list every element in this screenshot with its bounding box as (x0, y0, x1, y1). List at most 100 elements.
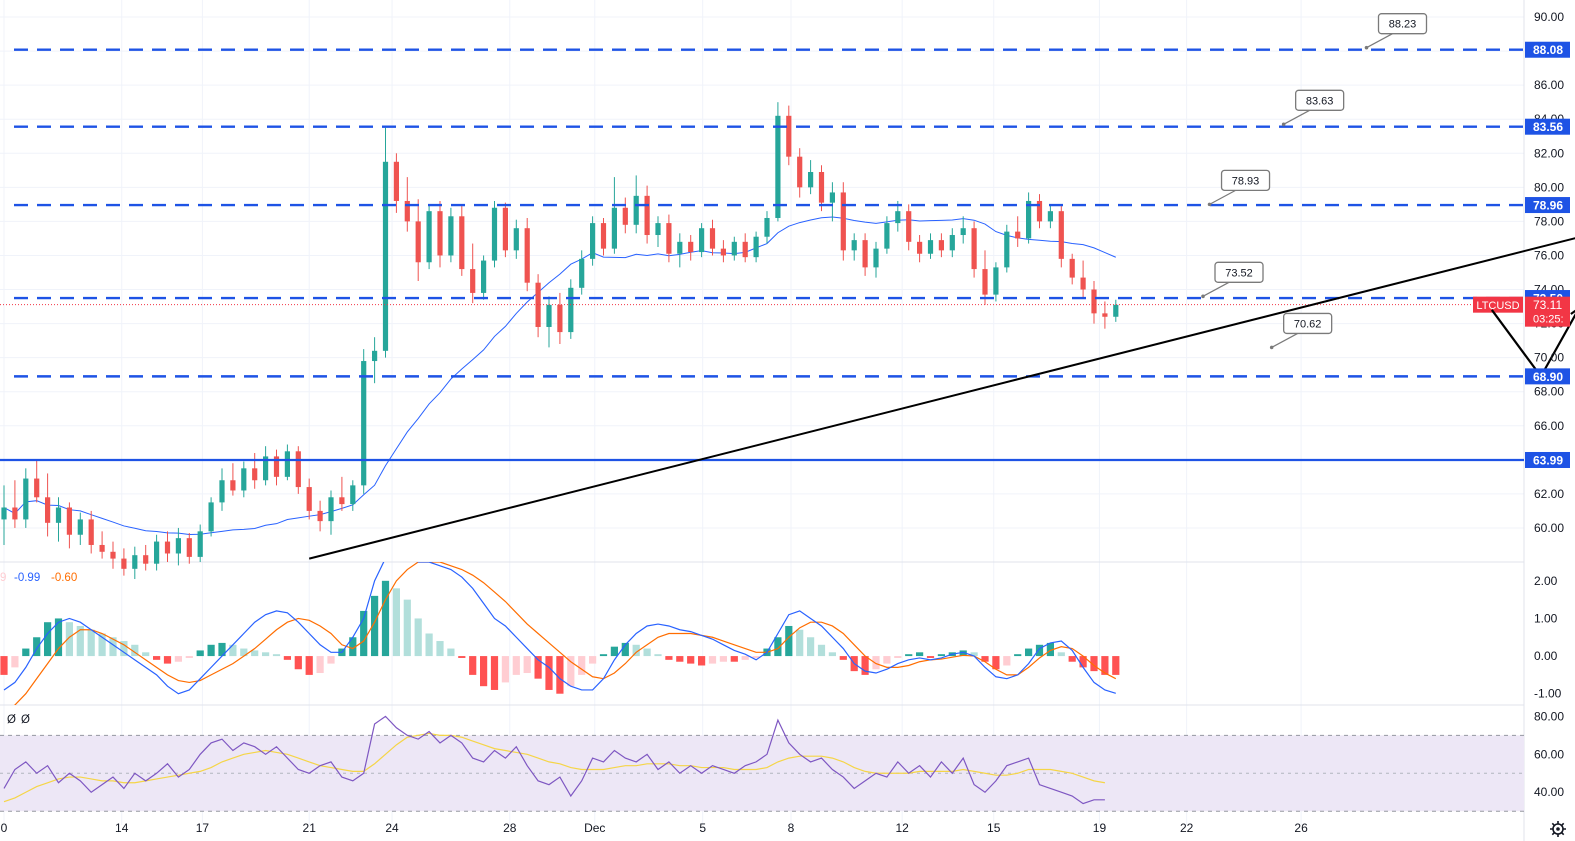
time-axis[interactable]: 0 14 17 21 24 28 Dec 5 8 12 15 19 22 26 (1, 821, 1308, 835)
macd-histogram-bar (185, 656, 193, 658)
candle-body (154, 541, 160, 564)
macd-tick-label: 1.00 (1534, 611, 1558, 625)
candle (197, 524, 203, 562)
candle-body (590, 223, 596, 259)
time-tick-label: 22 (1180, 821, 1194, 835)
candle-body (524, 228, 530, 283)
candle-body (938, 240, 944, 251)
price-callout-box (1220, 169, 1271, 192)
level-price-tag: 78.96 (1525, 197, 1570, 214)
macd-histogram-bar (817, 644, 826, 657)
candle-body (579, 258, 585, 288)
candle (1113, 299, 1119, 322)
symbol-tag-label: LTCUSD (1476, 300, 1519, 312)
candle-body (208, 502, 214, 532)
candle (938, 233, 944, 258)
candle-body (12, 507, 18, 520)
macd-histogram-bar (523, 656, 531, 674)
candle-body (393, 161, 399, 201)
macd-histogram-bar (676, 656, 684, 662)
macd-histogram-bar (174, 656, 182, 662)
candle-body (328, 497, 334, 522)
candle-body (1015, 231, 1021, 239)
candle-body (317, 510, 323, 522)
current-price-tag: 73.11 03:25: (1525, 296, 1570, 327)
candle-body (535, 282, 541, 327)
candle (143, 544, 149, 571)
candle-body (55, 507, 62, 523)
candle (840, 182, 846, 261)
macd-histogram-bar (142, 652, 150, 657)
candle (372, 337, 378, 384)
candle (906, 204, 912, 251)
candle-body (742, 241, 748, 258)
candle-body (808, 172, 814, 188)
macd-histogram-bar (632, 644, 640, 657)
candle (55, 497, 62, 542)
candle (502, 202, 508, 258)
macd-histogram-bar (839, 656, 847, 660)
macd-histogram-bar (98, 633, 106, 657)
macd-histogram-bar (905, 654, 913, 657)
price-callout: 83.63 (1281, 89, 1345, 127)
time-tick-label: 19 (1093, 821, 1107, 835)
time-tick-label: 28 (503, 821, 517, 835)
price-axis[interactable]: 90.0088.0086.0084.0082.0080.0078.0076.00… (1525, 10, 1570, 535)
price-callout-dot (1207, 202, 1212, 207)
macd-histogram-bar (512, 656, 520, 675)
candle-body (263, 456, 269, 481)
settings-gear-icon[interactable] (1550, 821, 1566, 837)
candle (1102, 301, 1108, 329)
candle-body (448, 216, 454, 256)
rsi-axis[interactable]: 80.00 60.00 40.00 (1534, 709, 1564, 799)
candle (121, 548, 127, 576)
candle (731, 236, 737, 261)
candle-body (884, 223, 890, 249)
price-callout: 78.93 (1207, 169, 1271, 207)
macd-histogram-bar (22, 648, 30, 657)
time-tick-label: 24 (385, 821, 399, 835)
price-callout-box (1295, 89, 1345, 111)
macd-histogram-bar (1079, 656, 1087, 668)
candle-body (1102, 313, 1108, 317)
macd-legend-value-2: -0.60 (51, 572, 77, 584)
rsi-pane[interactable] (0, 715, 1524, 812)
macd-histogram-bar (480, 656, 488, 687)
macd-axis[interactable]: 2.00 1.00 0.00 -1.00 (1534, 574, 1562, 701)
candle (1069, 253, 1075, 285)
macd-pane[interactable] (0, 543, 1120, 712)
candle (23, 468, 29, 528)
price-tick-label: 82.00 (1534, 146, 1564, 160)
level-price-tag-label: 88.08 (1533, 43, 1563, 57)
candle-body (1, 507, 7, 520)
macd-histogram-bar (665, 656, 673, 660)
candle-body (88, 519, 94, 545)
candle (328, 490, 334, 535)
candle-body (502, 207, 508, 251)
candle-body (372, 350, 378, 362)
price-callout-label: 88.23 (1389, 19, 1417, 31)
candle-body (470, 269, 476, 293)
candle-body (77, 519, 83, 535)
macd-histogram-bar (294, 656, 302, 670)
macd-histogram-bar (1112, 656, 1120, 675)
price-callout: 70.62 (1269, 312, 1333, 350)
candle-body (491, 207, 498, 261)
candle-body (666, 223, 672, 254)
candle-body (164, 541, 171, 554)
candle-body (273, 456, 280, 477)
candle (437, 200, 443, 268)
candle (1091, 281, 1097, 324)
rsi-legend: Ø Ø (7, 714, 30, 726)
solid-level-price-tag-label: 63.99 (1533, 453, 1563, 467)
candle (317, 500, 323, 532)
candle-body (350, 485, 356, 505)
macd-histogram-bar (381, 580, 390, 657)
macd-histogram-bar (730, 656, 738, 662)
candle (382, 127, 389, 358)
macd-histogram-bar (1003, 656, 1011, 666)
candle-body (513, 228, 519, 251)
time-tick-label: 26 (1294, 821, 1308, 835)
rsi-legend-value-0: Ø (7, 714, 16, 726)
price-pane[interactable]: 88.23 83.63 78.93 73.52 70.62 LTCUSD (0, 13, 1575, 580)
